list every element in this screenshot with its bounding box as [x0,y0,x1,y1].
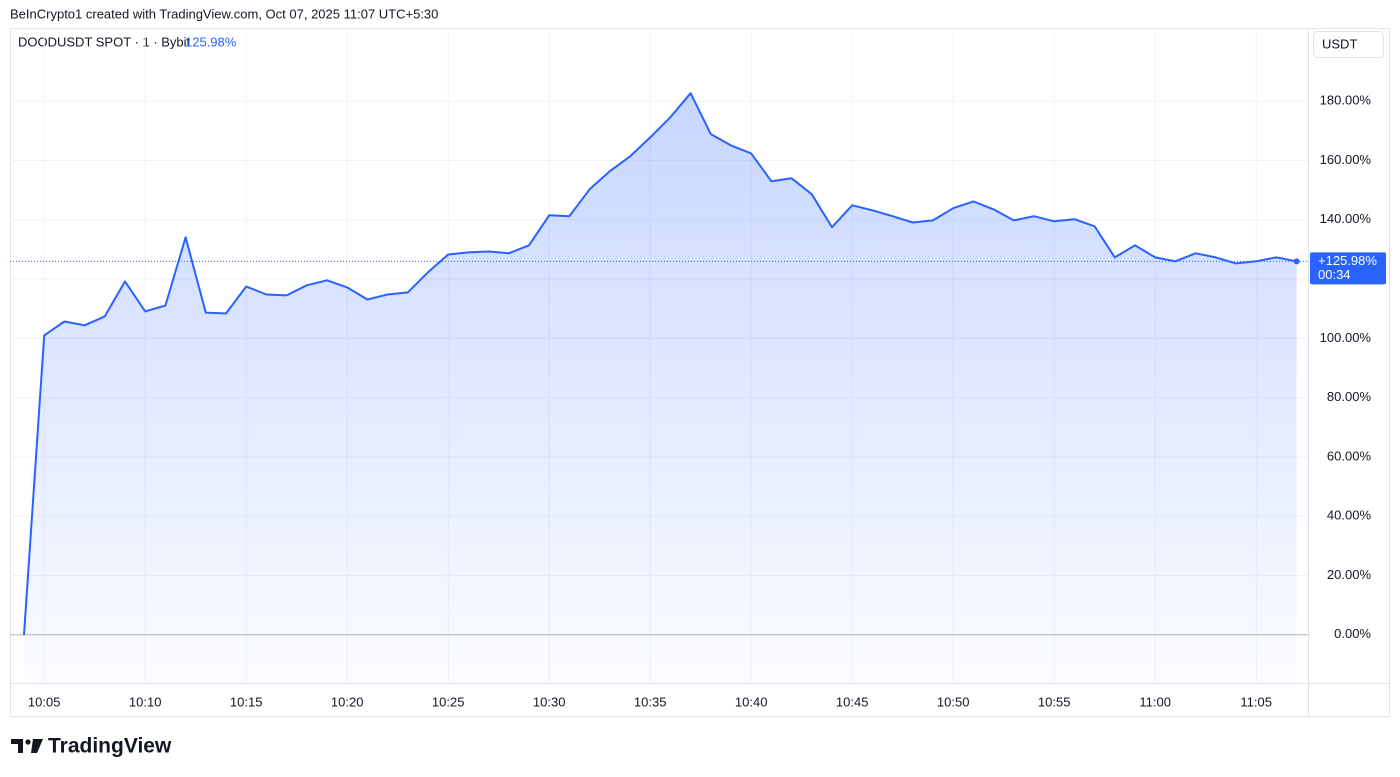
countdown: 00:34 [1318,267,1351,282]
x-tick-label: 10:10 [129,694,162,709]
x-tick-label: 10:20 [331,694,364,709]
x-tick-label: 10:15 [230,694,263,709]
x-tick-label: 10:55 [1038,694,1071,709]
area-fill [24,93,1297,683]
x-tick-label: 10:50 [937,694,970,709]
y-tick-label: 80.00% [1327,389,1372,404]
y-tick-label: 100.00% [1320,330,1372,345]
y-tick-label: 40.00% [1327,508,1372,523]
x-tick-label: 10:35 [634,694,667,709]
y-tick-label: 20.00% [1327,567,1372,582]
logo-text: TradingView [48,735,172,758]
x-tick-label: 11:00 [1139,694,1171,709]
logo-mark [11,739,23,753]
chart-frame [10,28,1390,717]
y-tick-label: 60.00% [1327,448,1372,463]
price-line [23,92,1297,635]
x-tick-label: 10:05 [28,694,61,709]
x-tick-label: 10:30 [533,694,566,709]
logo-mark [25,739,31,745]
header: BeInCrypto1 created with TradingView.com… [10,6,438,21]
logo: TradingView [11,735,172,758]
x-tick-label: 10:25 [432,694,465,709]
last-point [1293,258,1300,265]
chart-title: DOODUSDT SPOT · 1 · Bybit [18,34,191,49]
currency-box[interactable] [1313,31,1384,58]
currency[interactable]: USDT [1322,36,1357,51]
last-value: 125.98% [185,34,237,49]
x-tick-label: 10:40 [735,694,768,709]
y-tick-label: 140.00% [1320,211,1372,226]
price-tag-label: +125.98% [1318,253,1377,268]
x-tick-label: 10:45 [836,694,869,709]
logo-mark [31,739,43,753]
y-tick-label: 0.00% [1334,626,1371,641]
y-tick-label: 160.00% [1320,152,1372,167]
x-tick-label: 11:05 [1240,694,1272,709]
price-tag [1310,252,1386,285]
y-tick-label: 180.00% [1320,93,1372,108]
